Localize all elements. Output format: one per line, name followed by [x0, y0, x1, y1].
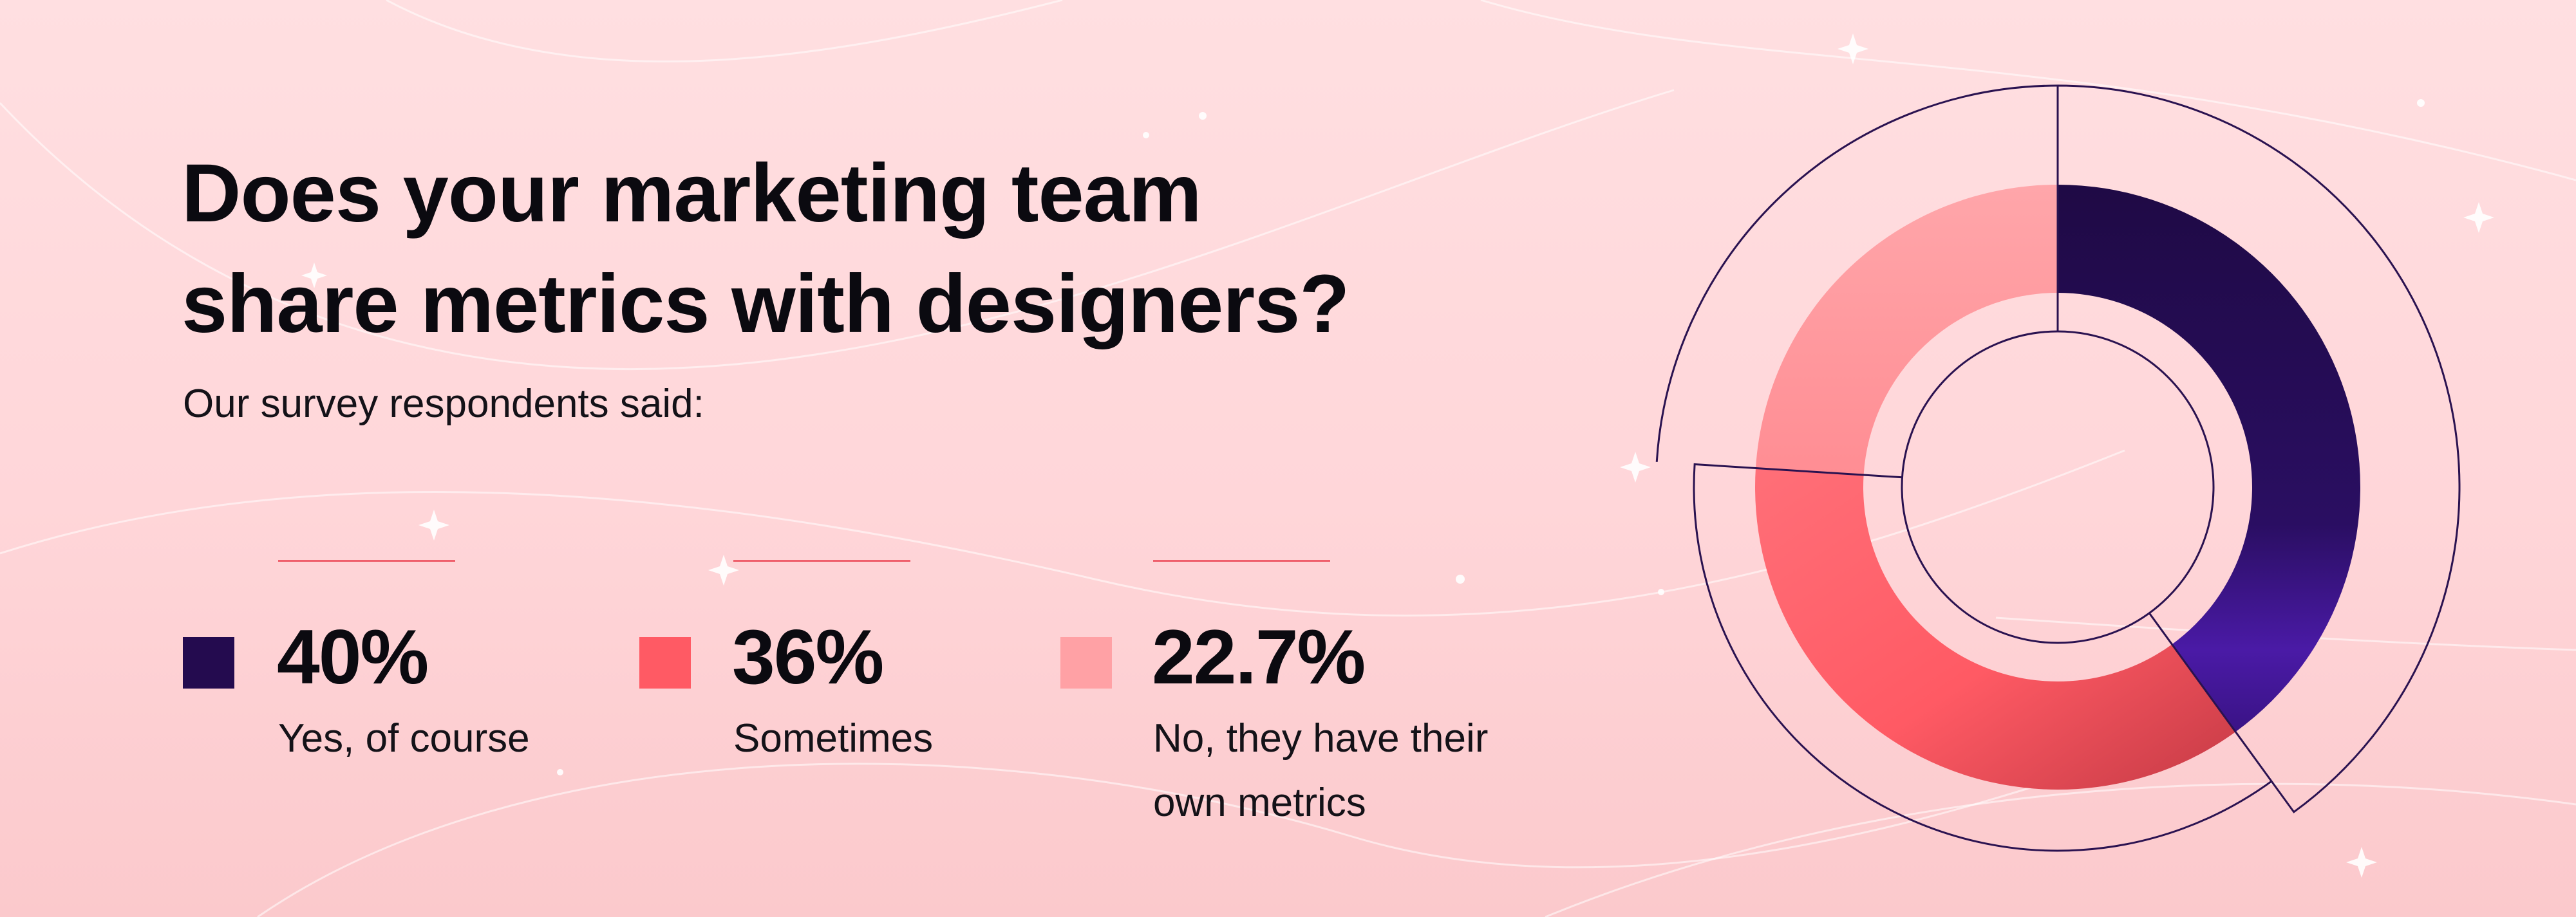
sparkle-dot	[557, 769, 563, 775]
sparkle-icon	[1838, 33, 1868, 64]
sparkle-icon	[2463, 202, 2494, 233]
donut-outline-sometimes	[1693, 463, 2272, 852]
sparkle-dot	[1199, 112, 1207, 120]
legend-label-no-line-2: own metrics	[1153, 781, 1366, 825]
legend-swatch-yes	[183, 637, 234, 689]
chart-title: Does your marketing team share metrics w…	[182, 138, 1349, 360]
chart-title-line-1: Does your marketing team	[182, 147, 1202, 239]
sparkle-icon	[1620, 452, 1651, 483]
donut-outlines	[1655, 84, 2461, 852]
sparkle-icon	[418, 510, 449, 541]
legend-accent-line	[1153, 560, 1330, 562]
swirl-line	[0, 89, 1675, 370]
legend-value-sometimes: 36%	[732, 614, 884, 700]
sparkle-icon	[708, 555, 739, 586]
sparkle-icon	[2346, 847, 2377, 878]
swirl-line	[1480, 0, 2576, 181]
donut-slice-sometimes	[1755, 468, 2236, 790]
donut-outline-yes	[2056, 84, 2461, 813]
donut-slices	[1755, 185, 2361, 790]
sparkle-dot	[1658, 589, 1664, 595]
legend-accent-line	[278, 560, 455, 562]
legend-value-no: 22.7%	[1152, 614, 1366, 700]
legend-label-yes: Yes, of course	[278, 716, 530, 761]
swirl-line	[1545, 783, 2576, 917]
legend-label-no-line-1: No, they have their	[1153, 716, 1489, 761]
donut-inner-outline	[1901, 330, 2215, 644]
legend-label-sometimes: Sometimes	[733, 716, 934, 761]
legend-accent-line	[733, 560, 910, 562]
legend-swatch-sometimes	[639, 637, 691, 689]
sparkle-icon	[301, 263, 327, 288]
sparkle-dot	[1456, 575, 1465, 584]
sparkle-dot	[2417, 99, 2425, 107]
swirl-line	[386, 0, 1063, 62]
legend-value-yes: 40%	[277, 614, 429, 700]
swirl-line	[257, 707, 2254, 917]
donut-slice-yes	[2058, 185, 2361, 732]
legend-swatch-no	[1060, 637, 1112, 689]
sparkle-dot	[1143, 132, 1149, 138]
chart-subtitle: Our survey respondents said:	[183, 382, 704, 426]
donut-outline-no	[1655, 84, 2058, 462]
chart-title-line-2: share metrics with designers?	[182, 258, 1349, 350]
donut-slice-no	[1755, 185, 2058, 476]
